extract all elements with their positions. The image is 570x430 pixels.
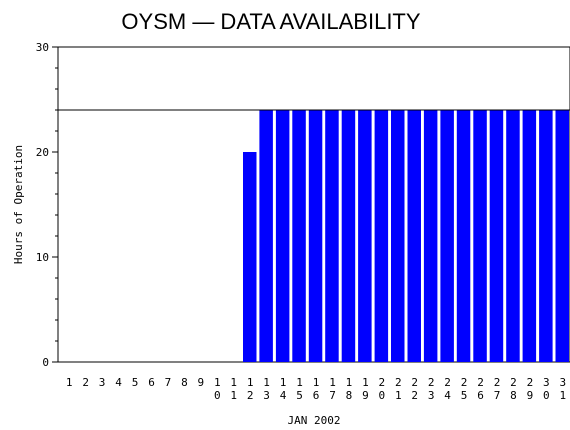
- bar-day-21: [391, 110, 405, 362]
- x-tick-label: 9: [197, 376, 204, 389]
- bar-day-22: [407, 110, 421, 362]
- y-tick-label: 0: [42, 356, 49, 369]
- bar-day-13: [259, 110, 273, 362]
- chart-title: OYSM — DATA AVAILABILITY: [121, 9, 420, 34]
- y-tick-label: 20: [36, 146, 49, 159]
- y-axis-label: Hours of Operation: [12, 145, 25, 264]
- bar-day-30: [539, 110, 553, 362]
- x-tick-label: 2: [82, 376, 89, 389]
- x-tick-label: 7: [165, 376, 172, 389]
- x-tick-label: 5: [132, 376, 139, 389]
- bar-day-19: [358, 110, 372, 362]
- y-tick-label: 10: [36, 251, 49, 264]
- bar-day-29: [522, 110, 537, 362]
- x-axis-label: JAN 2002: [288, 414, 341, 427]
- x-tick-label: 4: [115, 376, 122, 389]
- bar-day-24: [440, 110, 454, 362]
- bar-day-17: [325, 110, 339, 362]
- x-axis: 1 2 3 4 5 6 7 8 9 1 01 11 21 31 41 51 61 71 81 92 02 12 22 32 42…: [66, 376, 566, 402]
- bar-day-18: [341, 110, 356, 362]
- x-tick-label: 6: [148, 376, 155, 389]
- bar-day-28: [506, 110, 520, 362]
- bar-day-31: [555, 110, 569, 362]
- bars: [243, 110, 569, 362]
- bar-day-26: [473, 110, 487, 362]
- bar-day-23: [423, 110, 438, 362]
- bar-day-12: [243, 152, 257, 362]
- bar-day-20: [374, 110, 389, 362]
- x-tick-label: 1: [66, 376, 73, 389]
- x-tick-label: 8: [181, 376, 188, 389]
- bar-day-15: [292, 110, 306, 362]
- bar-day-14: [275, 110, 290, 362]
- y-tick-label: 30: [36, 41, 49, 54]
- bar-day-27: [489, 110, 504, 362]
- bar-day-25: [456, 110, 471, 362]
- y-axis: 0 10 20 30: [36, 41, 58, 369]
- bar-day-16: [308, 110, 323, 362]
- x-tick-label: 3: [99, 376, 106, 389]
